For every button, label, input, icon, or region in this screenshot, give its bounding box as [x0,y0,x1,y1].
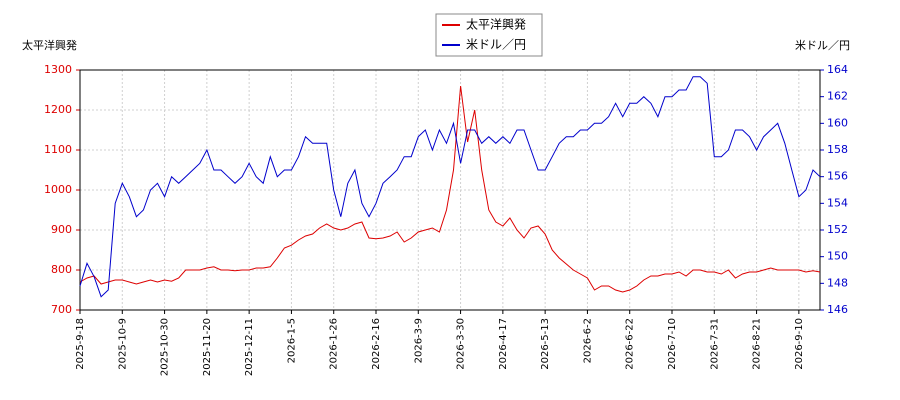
x-tick-label: 2025-12-11 [244,318,255,376]
x-tick-label: 2026-4-17 [498,318,509,370]
x-tick-label: 2026-1-26 [329,318,340,370]
y2-tick-label: 150 [827,250,848,263]
x-tick-label: 2026-3-30 [456,318,467,370]
x-tick-label: 2026-2-16 [371,318,382,370]
x-tick-label: 2026-5-13 [540,318,551,370]
x-tick-label: 2025-9-18 [75,318,86,370]
y-tick-label: 1200 [44,103,72,116]
y2-tick-label: 152 [827,223,848,236]
y2-tick-label: 158 [827,143,848,156]
y2-tick-label: 164 [827,63,848,76]
y2-tick-label: 146 [827,303,848,316]
x-tick-label: 2026-9-10 [794,318,805,370]
y-tick-label: 700 [51,303,72,316]
x-tick-label: 2025-10-9 [117,318,128,370]
series-line [79,76,821,298]
x-tick-label: 2026-8-21 [752,318,763,370]
y2-tick-label: 154 [827,196,848,209]
y-tick-label: 1000 [44,183,72,196]
series-line [79,85,821,293]
x-tick-label: 2026-1-5 [286,318,297,363]
y-tick-label: 900 [51,223,72,236]
y-tick-label: 1100 [44,143,72,156]
y2-tick-label: 156 [827,170,848,183]
legend-box [435,13,543,57]
x-tick-label: 2026-6-22 [625,318,636,370]
plot-frame [79,69,821,311]
y2-tick-label: 162 [827,90,848,103]
x-tick-label: 2026-7-10 [667,318,678,370]
legend-label: 米ドル／円 [466,38,526,52]
y-tick-label: 800 [51,263,72,276]
y2-tick-label: 160 [827,116,848,129]
y-axis-label: 太平洋興発 [22,38,77,52]
y2-tick-label: 148 [827,276,848,289]
legend-label: 太平洋興発 [466,17,526,32]
y2-axis-label: 米ドル／円 [795,39,850,52]
x-tick-label: 2025-11-20 [202,318,213,376]
y-tick-label: 1300 [44,63,72,76]
x-tick-label: 2025-10-30 [160,318,171,376]
x-tick-label: 2026-3-9 [413,318,424,363]
x-tick-label: 2026-6-2 [582,318,593,363]
x-tick-label: 2026-7-31 [709,318,720,370]
